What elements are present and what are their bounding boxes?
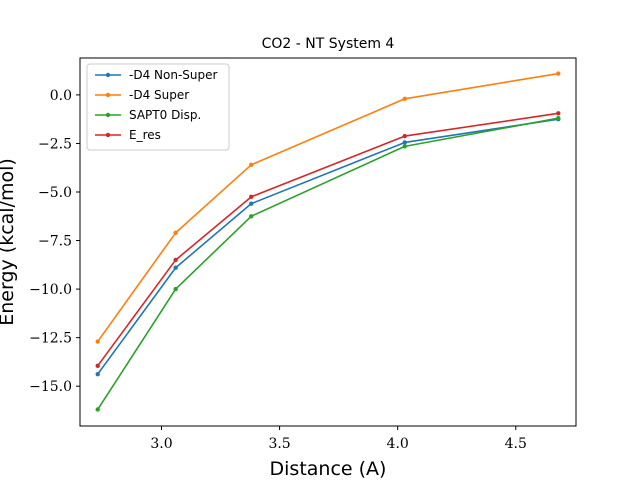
- x-tick-label: 4.5: [505, 436, 527, 452]
- axis-ticks: 3.0 3.5 4.0 4.5 0.0 −2.5 −5.0 −7.5 −10.0 −12.5 −15…: [29, 88, 527, 452]
- legend-box: [86, 63, 230, 151]
- x-axis-title: Distance (A): [270, 458, 387, 480]
- data-point: [556, 71, 561, 76]
- data-point: [402, 133, 407, 139]
- data-point: [556, 111, 561, 116]
- data-point: [95, 371, 100, 377]
- x-tick-label: 3.5: [268, 436, 290, 452]
- y-tick-label: −7.5: [38, 234, 72, 250]
- data-point: [173, 257, 178, 263]
- x-tick-label: 4.0: [387, 436, 409, 452]
- y-tick-label: −10.0: [29, 282, 72, 298]
- legend: -D4 Non-Super -D4 Super SAPT0 Disp. E_res: [86, 63, 230, 151]
- legend-marker: [105, 72, 111, 78]
- chart-title: CO2 - NT System 4: [262, 36, 395, 52]
- data-point: [402, 96, 407, 101]
- data-point: [249, 201, 254, 206]
- y-tick-label: −15.0: [29, 379, 72, 395]
- data-point: [249, 162, 254, 168]
- plot-frame: [79, 57, 577, 427]
- data-point: [249, 194, 254, 200]
- legend-marker: [105, 92, 111, 98]
- data-point: [95, 363, 100, 368]
- data-point: [249, 214, 254, 219]
- data-point: [402, 140, 407, 145]
- data-point: [173, 230, 178, 235]
- y-tick-label: −12.5: [29, 331, 72, 347]
- plot-marks: [95, 71, 561, 412]
- data-point: [95, 339, 100, 344]
- data-point: [402, 144, 407, 149]
- legend-label: -D4 Super: [129, 88, 189, 102]
- data-point: [173, 286, 178, 292]
- legend-label: E_res: [129, 128, 161, 142]
- legend-marker: [105, 132, 111, 138]
- legend-label: SAPT0 Disp.: [129, 108, 201, 122]
- data-point: [95, 407, 100, 412]
- y-axis-title: Energy (kcal/mol): [0, 158, 18, 326]
- y-tick-label: −2.5: [38, 136, 72, 152]
- data-point: [173, 265, 178, 270]
- data-point: [556, 116, 561, 121]
- y-tick-label: 0.0: [50, 88, 72, 104]
- legend-label: -D4 Non-Super: [129, 68, 217, 82]
- legend-marker: [105, 112, 111, 118]
- x-tick-label: 3.0: [150, 436, 172, 452]
- y-tick-label: −5.0: [38, 185, 72, 201]
